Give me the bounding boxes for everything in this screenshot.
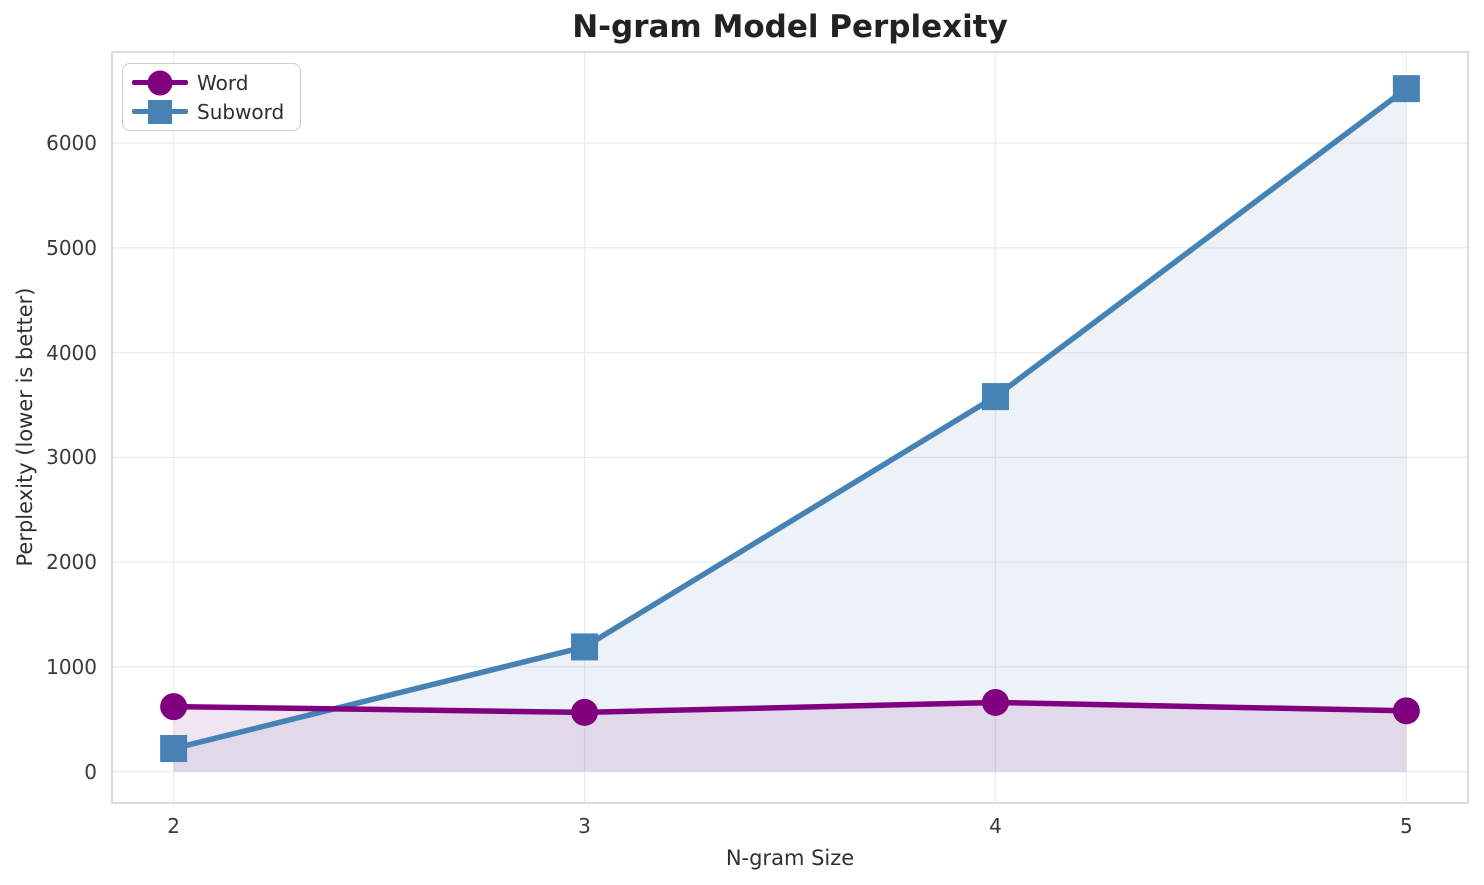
legend: Word Subword [122,63,302,131]
y-tick-label: 1000 [46,654,97,679]
subword-marker-3 [571,633,599,661]
y-tick-label: 6000 [46,131,97,156]
x-tick-label: 5 [1399,814,1413,838]
subword-marker-4 [981,383,1009,411]
word-marker-5 [1392,697,1420,725]
word-series-line [173,699,1407,716]
plot-border [111,51,1469,804]
subword-series-line [172,86,1409,752]
x-tick-label: 4 [989,814,1002,838]
word-area-fill [173,702,1407,772]
subword-marker-5 [1392,75,1420,103]
y-tick-label: 4000 [46,340,97,365]
word-marker-2 [160,693,188,721]
legend-label-word: Word [197,70,249,95]
word-marker-3 [571,698,599,726]
y-tick-label: 0 [84,759,97,784]
subword-area-fill [173,88,1407,772]
legend-entry-word: Word [132,68,284,97]
subword-line-marker-icon [132,98,188,125]
y-tick-label: 3000 [46,445,97,470]
y-tick-label: 2000 [46,550,97,575]
chart-title: N-gram Model Perplexity [572,9,1008,45]
x-tick-label: 2 [167,814,180,838]
x-axis-label: N-gram Size [725,846,855,870]
x-tick-label: 3 [578,814,591,838]
y-tick-label: 5000 [46,235,97,260]
word-line-marker-icon [132,69,188,96]
subword-marker-2 [160,735,188,763]
word-marker-4 [981,688,1009,716]
y-axis-label: Perplexity (lower is better) [13,287,37,567]
legend-label-subword: Subword [197,99,285,124]
legend-entry-subword: Subword [132,97,284,126]
